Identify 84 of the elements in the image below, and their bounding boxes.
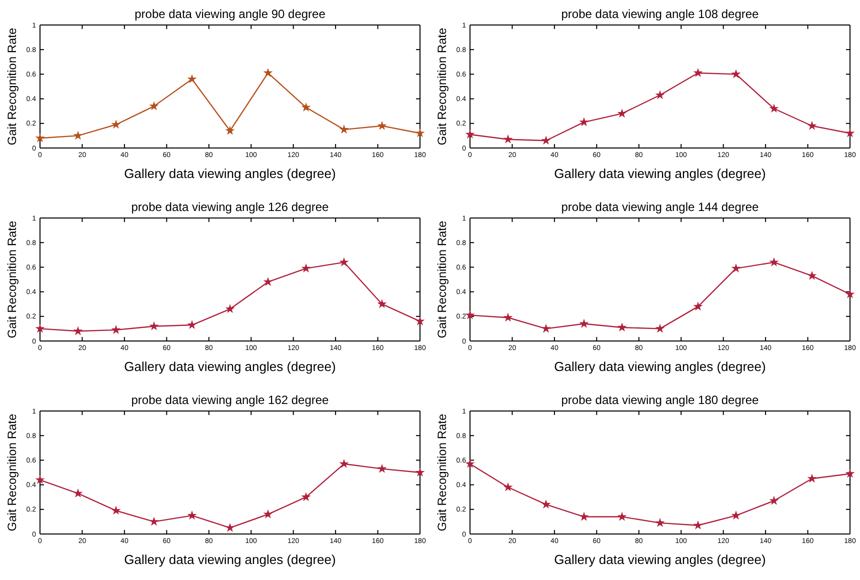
point: [339, 257, 349, 266]
point: [225, 304, 235, 314]
point: [769, 104, 779, 113]
point: [465, 310, 475, 320]
y-axis-title: Gait Recognition Rate: [5, 220, 19, 338]
x-axis-title: Gallery data viewing angles (degree): [124, 359, 336, 374]
chart-title: probe data viewing angle 126 degree: [131, 200, 330, 214]
point: [503, 482, 513, 492]
point: [579, 512, 589, 521]
point: [301, 102, 311, 112]
point: [35, 474, 45, 484]
point: [693, 68, 703, 78]
chart-title: probe data viewing angle 180 degree: [561, 393, 760, 407]
point: [845, 289, 855, 298]
point: [579, 117, 589, 126]
point: [807, 120, 817, 130]
point: [617, 108, 627, 118]
point: [149, 101, 159, 110]
point: [845, 468, 855, 478]
point: [807, 474, 817, 483]
point: [377, 299, 387, 308]
point: [263, 68, 273, 78]
point: [225, 126, 235, 135]
point: [503, 134, 513, 144]
point: [377, 464, 387, 473]
y-axis-title: Gait Recognition Rate: [435, 27, 449, 146]
point: [111, 324, 121, 334]
point: [617, 512, 627, 521]
point: [503, 312, 513, 322]
point: [845, 128, 855, 138]
point: [301, 263, 311, 272]
chart-title: probe data viewing angle 108 degree: [561, 7, 760, 21]
point: [73, 130, 83, 140]
chart-title: probe data viewing angle 144 degree: [561, 200, 760, 214]
x-axis-title: Gallery data viewing angles (degree): [124, 552, 336, 567]
point: [35, 133, 45, 142]
point: [35, 324, 45, 333]
point: [731, 69, 741, 78]
y-axis-title: Gait Recognition Rate: [5, 413, 19, 532]
point: [301, 492, 311, 502]
point: [339, 124, 349, 134]
point: [807, 270, 817, 280]
chart-title: probe data viewing angle 90 degree: [134, 7, 326, 21]
point: [187, 74, 197, 84]
x-axis-title: Gallery data viewing angles (degree): [124, 166, 336, 181]
point: [415, 316, 425, 326]
point: [149, 321, 159, 330]
point: [465, 129, 475, 139]
y-axis-title: Gait Recognition Rate: [435, 220, 449, 338]
chart-title: probe data viewing angle 162 degree: [131, 393, 330, 407]
point: [187, 510, 197, 520]
x-axis-title: Gallery data viewing angles (degree): [554, 166, 766, 181]
point: [541, 499, 551, 509]
point: [415, 468, 425, 477]
point: [655, 518, 665, 527]
point: [73, 488, 83, 498]
point: [541, 324, 551, 333]
point: [73, 326, 83, 336]
point: [465, 458, 475, 468]
x-axis-title: Gallery data viewing angles (degree): [554, 359, 766, 374]
point: [655, 324, 665, 333]
point: [111, 506, 121, 515]
point: [541, 136, 551, 145]
point: [377, 120, 387, 130]
point: [111, 120, 121, 129]
point: [731, 510, 741, 520]
y-axis-title: Gait Recognition Rate: [435, 413, 449, 532]
point: [415, 128, 425, 138]
point: [339, 458, 349, 468]
point: [655, 90, 665, 100]
point: [149, 516, 159, 526]
x-axis-title: Gallery data viewing angles (degree): [554, 552, 766, 567]
point: [263, 276, 273, 286]
point: [693, 520, 703, 530]
point: [693, 302, 703, 311]
point: [225, 522, 235, 532]
point: [187, 320, 197, 330]
point: [769, 496, 779, 505]
point: [579, 318, 589, 328]
point: [617, 322, 627, 332]
point: [263, 509, 273, 518]
point: [731, 263, 741, 272]
point: [769, 257, 779, 266]
y-axis-title: Gait Recognition Rate: [5, 27, 19, 146]
